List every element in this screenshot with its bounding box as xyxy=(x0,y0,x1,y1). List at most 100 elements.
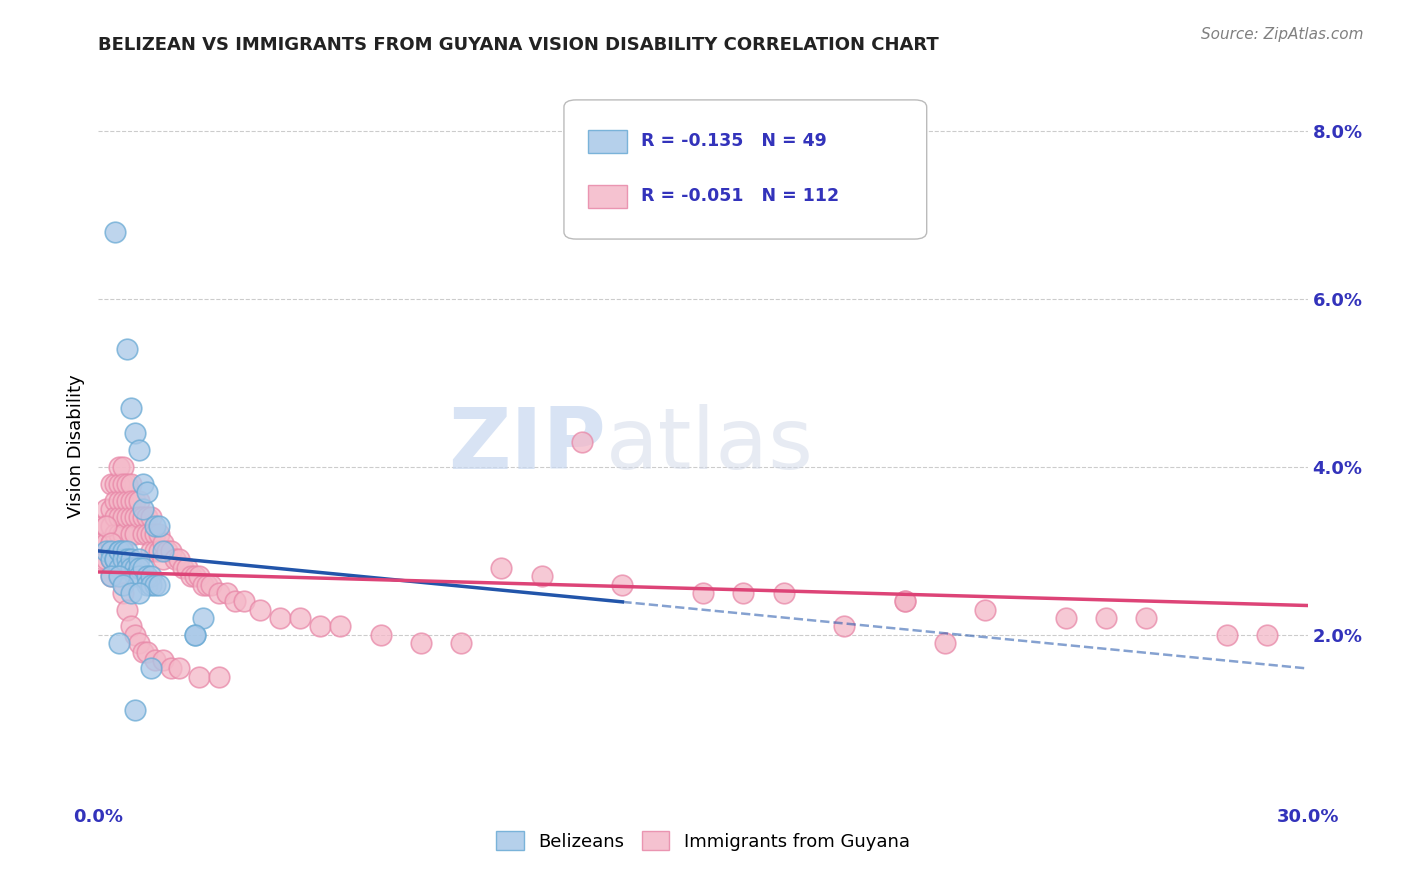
Point xyxy=(103,552,125,566)
Point xyxy=(329,619,352,633)
Point xyxy=(148,527,170,541)
Point xyxy=(128,510,150,524)
Point xyxy=(111,493,134,508)
Point xyxy=(111,577,134,591)
Point xyxy=(143,518,166,533)
Point xyxy=(107,544,129,558)
Point xyxy=(111,510,134,524)
Point xyxy=(491,560,513,574)
Point xyxy=(132,502,155,516)
Point xyxy=(100,544,122,558)
Point xyxy=(103,552,125,566)
Point xyxy=(128,636,150,650)
Point xyxy=(107,569,129,583)
Point xyxy=(107,636,129,650)
Point xyxy=(152,535,174,549)
Point xyxy=(370,628,392,642)
Point xyxy=(124,426,146,441)
Point xyxy=(124,569,146,583)
Point xyxy=(115,510,138,524)
Point xyxy=(107,476,129,491)
Point xyxy=(135,645,157,659)
Text: BELIZEAN VS IMMIGRANTS FROM GUYANA VISION DISABILITY CORRELATION CHART: BELIZEAN VS IMMIGRANTS FROM GUYANA VISIO… xyxy=(98,36,939,54)
Point xyxy=(974,603,997,617)
Point xyxy=(96,502,118,516)
Point xyxy=(1216,628,1239,642)
Point xyxy=(128,569,150,583)
Point xyxy=(120,401,142,416)
Bar xyxy=(588,130,627,153)
Point xyxy=(111,527,134,541)
Point xyxy=(893,594,915,608)
Point xyxy=(124,560,146,574)
Point xyxy=(139,510,162,524)
Point xyxy=(100,552,122,566)
Point xyxy=(200,577,222,591)
Bar xyxy=(588,185,627,208)
Point xyxy=(124,510,146,524)
Point xyxy=(107,493,129,508)
Point xyxy=(217,586,239,600)
Point xyxy=(107,460,129,475)
Point xyxy=(1256,628,1278,642)
Point xyxy=(733,586,755,600)
Text: R = -0.051   N = 112: R = -0.051 N = 112 xyxy=(641,187,839,205)
Point xyxy=(188,670,211,684)
Point xyxy=(269,611,291,625)
Point xyxy=(100,569,122,583)
Point xyxy=(772,586,794,600)
Point xyxy=(571,434,593,449)
Point xyxy=(160,661,183,675)
Point xyxy=(148,518,170,533)
Point xyxy=(195,577,218,591)
Point xyxy=(100,552,122,566)
Legend: Belizeans, Immigrants from Guyana: Belizeans, Immigrants from Guyana xyxy=(489,824,917,858)
Point xyxy=(96,518,118,533)
Point xyxy=(128,586,150,600)
Point xyxy=(100,518,122,533)
Point xyxy=(111,476,134,491)
Point xyxy=(107,544,129,558)
Point xyxy=(128,443,150,458)
Point xyxy=(111,460,134,475)
Point xyxy=(184,628,207,642)
Point xyxy=(135,485,157,500)
Point xyxy=(152,544,174,558)
Point xyxy=(132,527,155,541)
Point xyxy=(143,527,166,541)
Point xyxy=(1054,611,1077,625)
Point xyxy=(96,535,118,549)
Point xyxy=(124,527,146,541)
Point xyxy=(184,569,207,583)
Point xyxy=(132,560,155,574)
Point xyxy=(103,493,125,508)
Point xyxy=(224,594,246,608)
Point xyxy=(107,560,129,574)
Point xyxy=(111,544,134,558)
Point xyxy=(143,653,166,667)
Point xyxy=(139,577,162,591)
Point xyxy=(160,544,183,558)
Point xyxy=(91,552,114,566)
Point xyxy=(450,636,472,650)
Point xyxy=(100,502,122,516)
Point xyxy=(288,611,311,625)
Point xyxy=(135,577,157,591)
Point xyxy=(103,527,125,541)
Point xyxy=(139,661,162,675)
Point xyxy=(115,603,138,617)
Point xyxy=(188,569,211,583)
Point xyxy=(120,619,142,633)
Point xyxy=(143,577,166,591)
Point xyxy=(167,661,190,675)
Text: atlas: atlas xyxy=(606,404,814,488)
Point xyxy=(1095,611,1118,625)
Point xyxy=(132,645,155,659)
Point xyxy=(692,586,714,600)
Point xyxy=(249,603,271,617)
Point xyxy=(208,586,231,600)
Point xyxy=(91,518,114,533)
Point xyxy=(180,569,202,583)
Point xyxy=(103,544,125,558)
Point xyxy=(120,510,142,524)
